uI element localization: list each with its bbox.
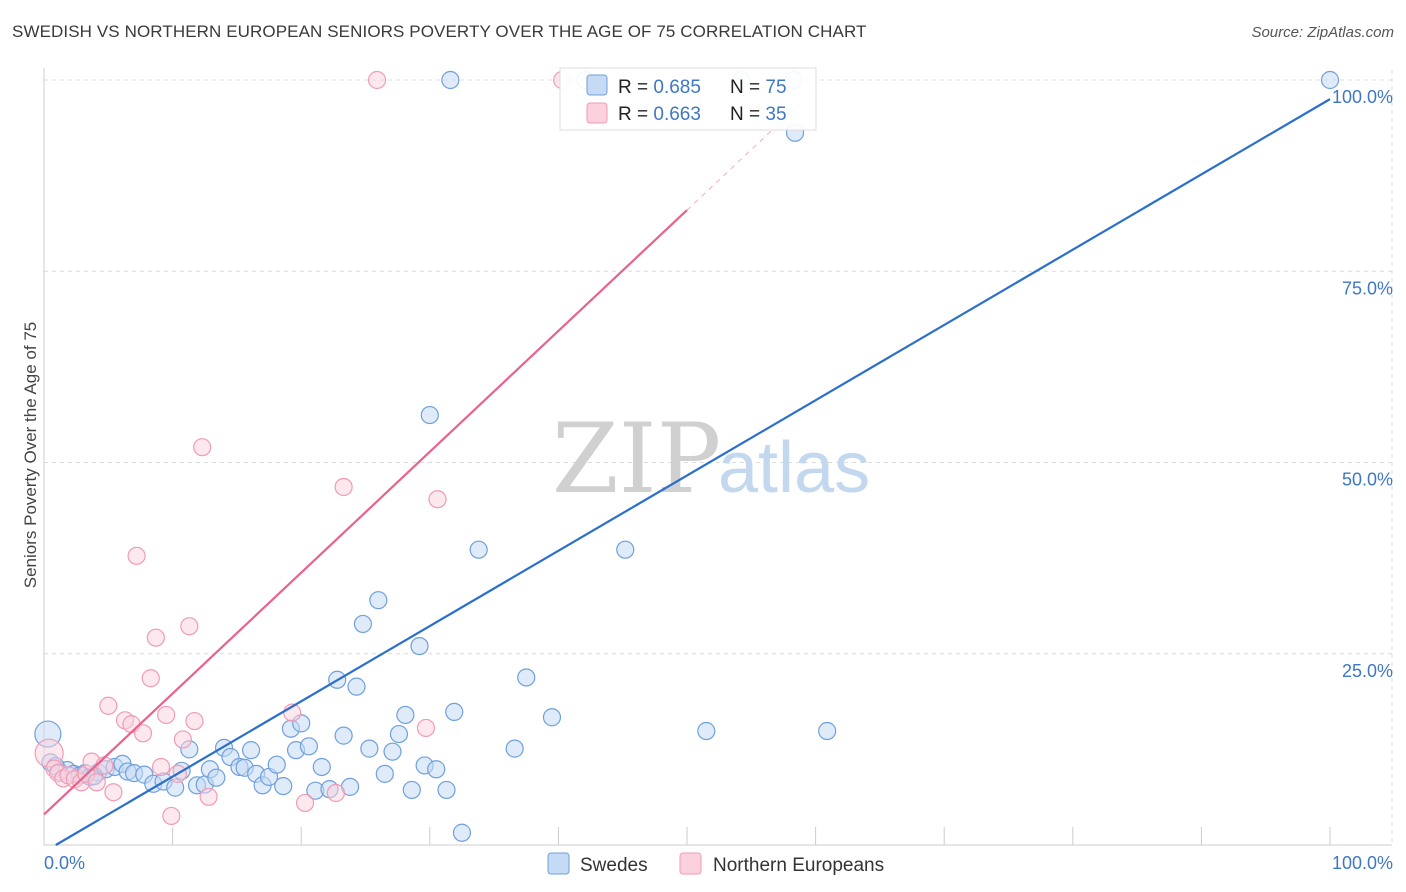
swedes-point-23: [207, 768, 226, 787]
northern-point-20: [157, 705, 176, 725]
swedes-point-57: [437, 780, 456, 800]
northern-legend-swatch: [586, 102, 608, 124]
axes: [43, 68, 1392, 846]
northern-trend-line: [43, 209, 688, 816]
northern-point-17: [141, 669, 160, 688]
series-legend: Swedes Northern Europeans: [547, 852, 884, 876]
source-label: Source: ZipAtlas.com: [1251, 24, 1394, 41]
x-tick-label-0: 0.0%: [44, 853, 85, 873]
grid-lines: [44, 70, 1393, 845]
northern-point-9: [87, 773, 106, 792]
northern-point-29: [295, 793, 315, 813]
x-tick-labels: 0.0% 100.0%: [44, 853, 1393, 873]
watermark-atlas: atlas: [718, 428, 870, 508]
x-tick-label-1: 100.0%: [1332, 853, 1393, 873]
northern-r-label: R =: [618, 104, 653, 125]
northern-point-10: [95, 756, 114, 775]
northern-point-32: [367, 70, 387, 90]
northern-point-12: [104, 783, 123, 802]
swedes-point-58: [445, 702, 464, 721]
northern-point-27: [199, 787, 218, 806]
swedes-point-59: [452, 823, 472, 842]
watermark-zip: ZIP: [552, 403, 721, 515]
swedes-point-63: [517, 668, 536, 687]
swedes-point-56: [427, 760, 446, 779]
y-tick-label-0: 25.0%: [1342, 661, 1393, 681]
swedes-point-37: [299, 737, 319, 756]
northern-point-21: [162, 806, 181, 826]
swedes-point-33: [274, 776, 293, 796]
swedes-r-value: 0.685: [653, 77, 701, 98]
northern-point-24: [180, 617, 199, 636]
y-axis-label: Seniors Poverty Over the Age of 75: [21, 322, 40, 588]
northern-point-33: [416, 718, 436, 738]
swedes-point-62: [505, 739, 524, 758]
y-tick-label-1: 50.0%: [1342, 470, 1393, 490]
swedes-point-42: [334, 726, 353, 745]
svg-text:R = 0.685: R = 0.685: [618, 77, 701, 98]
northern-point-34: [428, 490, 447, 509]
swedes-point-48: [375, 764, 394, 783]
y-tick-labels: 25.0% 50.0% 75.0% 100.0%: [1332, 87, 1393, 681]
svg-text:N = 75: N = 75: [730, 77, 787, 98]
trend-lines: [43, 88, 1331, 846]
northern-point-26: [193, 438, 212, 457]
northern-point-23: [173, 730, 192, 749]
northern-point-15: [127, 546, 146, 565]
northern-point-25: [185, 711, 204, 731]
swedes-point-52: [402, 780, 421, 800]
y-tick-label-2: 75.0%: [1342, 278, 1393, 298]
swedes-point-44: [347, 677, 366, 696]
swedes-point-60: [441, 70, 460, 90]
swedes-point-50: [389, 724, 409, 744]
swedes-series-label: Swedes: [580, 855, 648, 876]
stats-legend: R = 0.685 N = 75 R = 0.663 N = 35: [559, 67, 817, 131]
swedes-point-53: [410, 636, 429, 656]
swedes-point-66: [616, 540, 635, 559]
swedes-point-55: [420, 405, 439, 425]
northern-point-16: [133, 724, 153, 743]
y-tick-label-3: 100.0%: [1332, 87, 1393, 107]
northern-point-18: [146, 628, 165, 647]
swedes-series-swatch: [547, 852, 570, 875]
swedes-trend-line: [55, 98, 1331, 846]
swedes-point-61: [469, 540, 488, 559]
northern-series-label: Northern Europeans: [713, 855, 884, 876]
swedes-point-39: [312, 757, 331, 777]
northern-n-value: 35: [765, 104, 786, 125]
northern-r-value: 0.663: [653, 104, 701, 125]
swedes-point-45: [353, 614, 373, 634]
northern-point-11: [99, 696, 118, 715]
swedes-n-label: N =: [730, 77, 765, 98]
swedes-point-28: [241, 741, 261, 760]
northern-series-swatch: [679, 852, 702, 875]
northern-n-label: N =: [730, 104, 765, 125]
swedes-point-71: [818, 721, 837, 741]
swedes-point-47: [369, 591, 388, 610]
watermark: ZIP atlas: [552, 403, 870, 515]
northern-point-30: [326, 783, 346, 803]
swedes-point-32: [267, 755, 286, 774]
swedes-point-67: [697, 721, 716, 741]
swedes-n-value: 75: [765, 77, 786, 98]
swedes-point-64: [542, 708, 562, 727]
northern-point-31: [334, 477, 353, 497]
swedes-point-51: [396, 705, 415, 725]
swedes-legend-swatch: [586, 74, 608, 96]
northern-point-19: [151, 757, 171, 777]
svg-text:R = 0.663: R = 0.663: [618, 104, 701, 125]
swedes-point-46: [360, 739, 379, 758]
chart-title: SWEDISH VS NORTHERN EUROPEAN SENIORS POV…: [12, 22, 867, 41]
swedes-point-49: [383, 742, 402, 761]
swedes-point-72: [1320, 70, 1340, 90]
svg-text:N = 35: N = 35: [730, 104, 787, 125]
swedes-r-label: R =: [618, 77, 653, 98]
northern-europeans-points: [34, 70, 572, 826]
